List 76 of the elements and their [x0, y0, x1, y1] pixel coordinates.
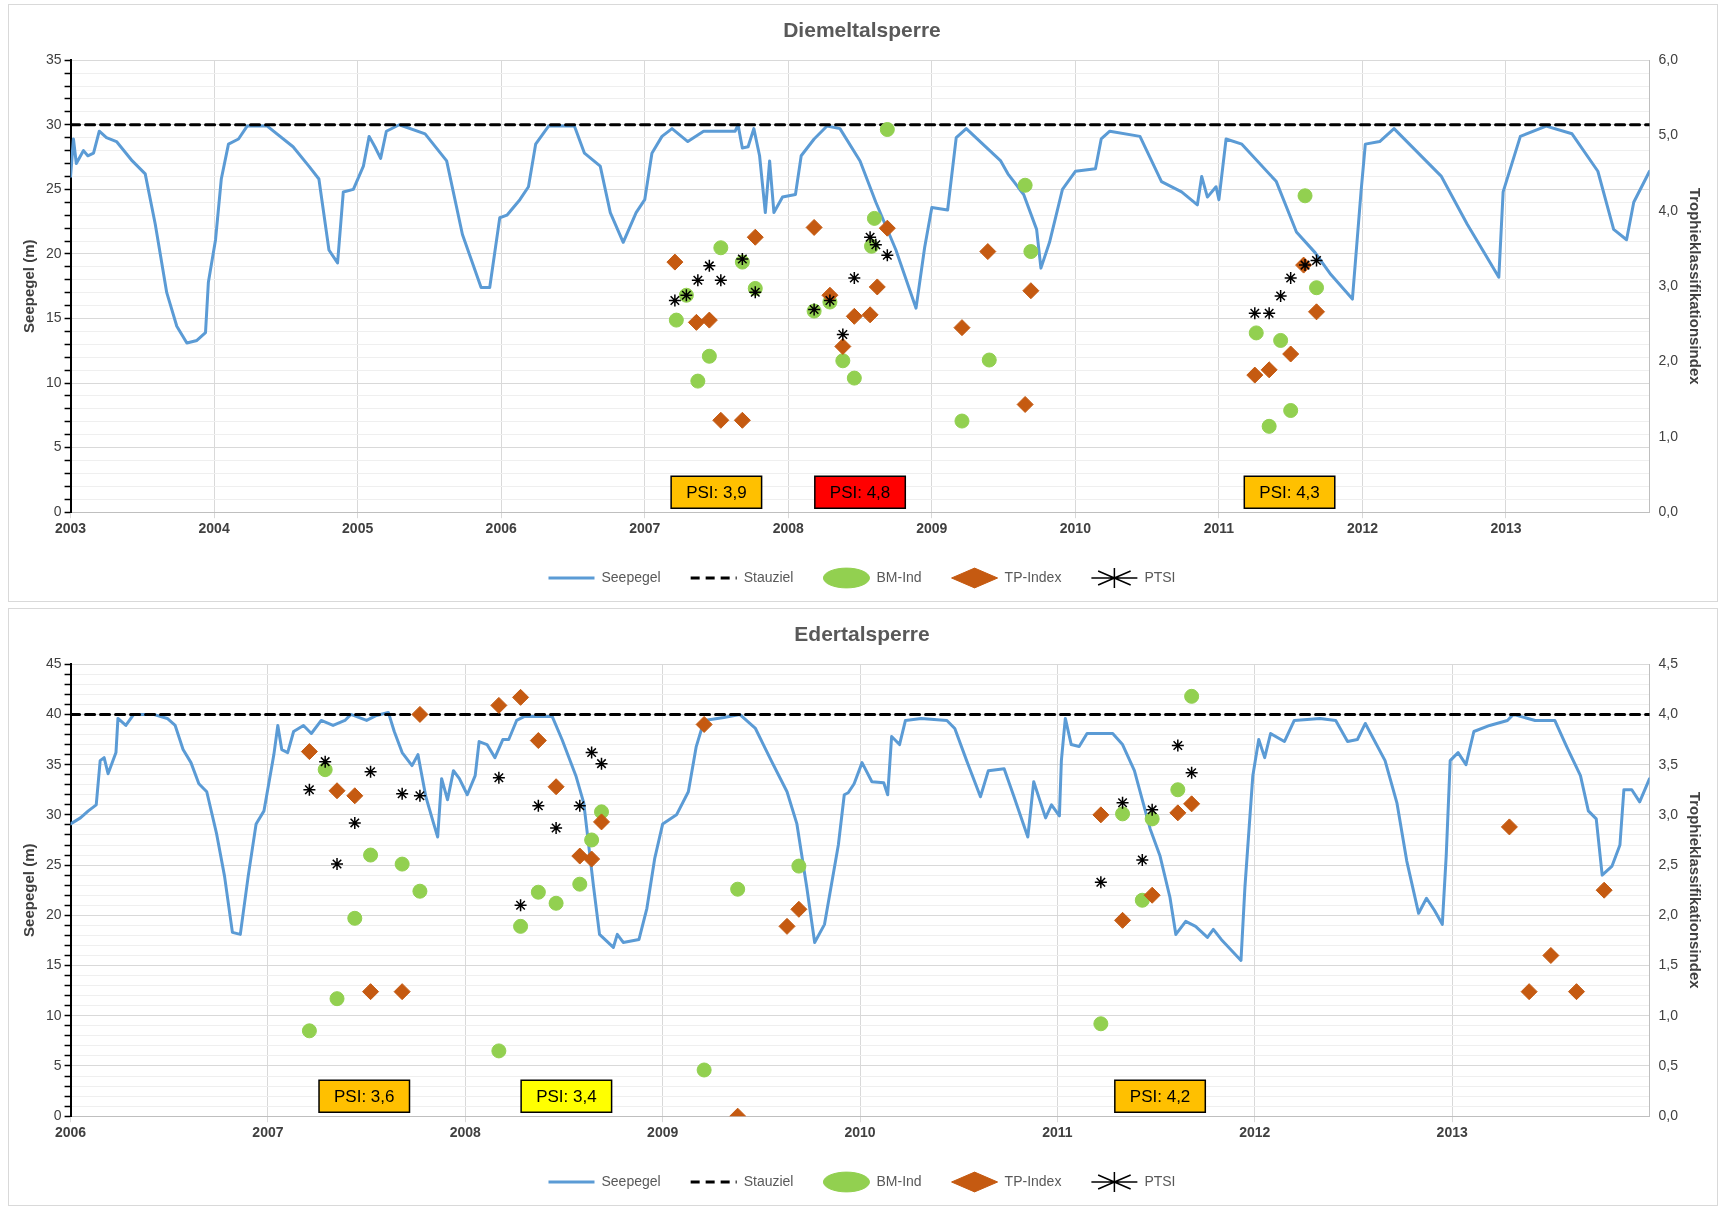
legend-label: Stauziel: [743, 568, 794, 585]
y2-tick-label: 4,5: [1658, 655, 1679, 672]
chart-title: Diemeltalsperre: [783, 18, 941, 42]
y2-tick-label: 0,0: [1658, 1107, 1679, 1124]
x-tick-label: 2009: [916, 520, 948, 537]
y-tick-label: 10: [45, 373, 62, 390]
x-tick-label: 2008: [772, 520, 805, 537]
y2-tick-label: 6,0: [1658, 51, 1679, 68]
y2-tick-label: 2,0: [1658, 906, 1679, 923]
y-axis-title: Seepegel (m): [20, 239, 38, 333]
legend-label: TP-Index: [1004, 568, 1062, 585]
annotation: PSI: 4,2: [1129, 1086, 1191, 1106]
y-tick-label: 15: [45, 956, 62, 973]
y2-tick-label: 3,0: [1658, 277, 1679, 294]
x-tick-label: 2004: [198, 520, 230, 537]
y-tick-label: 5: [53, 438, 62, 455]
x-tick-label: 2009: [647, 1124, 679, 1141]
y-tick-label: 30: [45, 805, 62, 822]
x-tick-label: 2007: [629, 520, 661, 537]
annotation: PSI: 3,9: [686, 482, 747, 502]
legend-label: Seepegel: [601, 568, 661, 585]
legend-label: Seepegel: [601, 1172, 661, 1189]
y-axis-title: Seepegel (m): [20, 843, 38, 937]
y2-tick-label: 5,0: [1658, 126, 1679, 143]
x-tick-label: 2013: [1490, 520, 1522, 537]
x-tick-label: 2003: [54, 520, 87, 537]
legend-label: PTSI: [1144, 1172, 1176, 1189]
legend-label: Stauziel: [743, 1172, 794, 1189]
y-tick-label: 35: [45, 755, 62, 772]
legend-label: PTSI: [1144, 568, 1176, 585]
y2-axis-title: Trophieklassifikationsindex: [1686, 791, 1704, 990]
annotation: PSI: 3,4: [536, 1086, 597, 1106]
annotation: PSI: 4,3: [1259, 482, 1320, 502]
x-tick-label: 2013: [1436, 1124, 1468, 1141]
x-tick-label: 2011: [1042, 1124, 1073, 1141]
y-tick-label: 25: [45, 180, 62, 197]
annotation: PSI: 4,8: [829, 482, 891, 502]
y2-tick-label: 3,5: [1658, 755, 1679, 772]
y2-tick-label: 0,5: [1658, 1056, 1679, 1073]
y2-tick-label: 1,5: [1658, 956, 1679, 973]
y-tick-label: 30: [45, 115, 62, 132]
y2-tick-label: 1,0: [1658, 1006, 1679, 1023]
x-tick-label: 2012: [1239, 1124, 1271, 1141]
x-tick-label: 2006: [54, 1124, 87, 1141]
y2-tick-label: 2,5: [1658, 855, 1679, 872]
y-tick-label: 0: [53, 1107, 62, 1124]
y-tick-label: 45: [45, 655, 62, 672]
x-tick-label: 2010: [1059, 520, 1092, 537]
y-tick-label: 20: [45, 244, 62, 261]
y-tick-label: 5: [53, 1056, 62, 1073]
x-tick-label: 2005: [342, 520, 374, 537]
y2-tick-label: 4,0: [1658, 705, 1679, 722]
y-tick-label: 10: [45, 1006, 62, 1023]
y-tick-label: 20: [45, 906, 62, 923]
y2-tick-label: 4,0: [1658, 201, 1679, 218]
legend-label: TP-Index: [1004, 1172, 1062, 1189]
y2-tick-label: 3,0: [1658, 805, 1679, 822]
x-tick-label: 2012: [1346, 520, 1379, 537]
x-tick-label: 2008: [449, 1124, 482, 1141]
chart-title: Edertalsperre: [794, 622, 930, 646]
legend-label: BM-Ind: [876, 1172, 922, 1189]
annotation: PSI: 3,6: [334, 1086, 395, 1106]
y-tick-label: 15: [45, 309, 62, 326]
x-tick-label: 2010: [844, 1124, 876, 1141]
x-tick-label: 2006: [485, 520, 517, 537]
y2-tick-label: 2,0: [1658, 352, 1679, 369]
y-tick-label: 35: [45, 51, 62, 68]
legend-label: BM-Ind: [876, 568, 922, 585]
y-tick-label: 0: [53, 503, 62, 520]
y2-axis-title: Trophieklassifikationsindex: [1686, 187, 1704, 386]
y-tick-label: 25: [45, 855, 62, 872]
y-tick-label: 40: [45, 705, 62, 722]
y2-tick-label: 0,0: [1658, 503, 1679, 520]
x-tick-label: 2007: [252, 1124, 284, 1141]
x-tick-label: 2011: [1203, 520, 1235, 537]
y2-tick-label: 1,0: [1658, 427, 1679, 444]
